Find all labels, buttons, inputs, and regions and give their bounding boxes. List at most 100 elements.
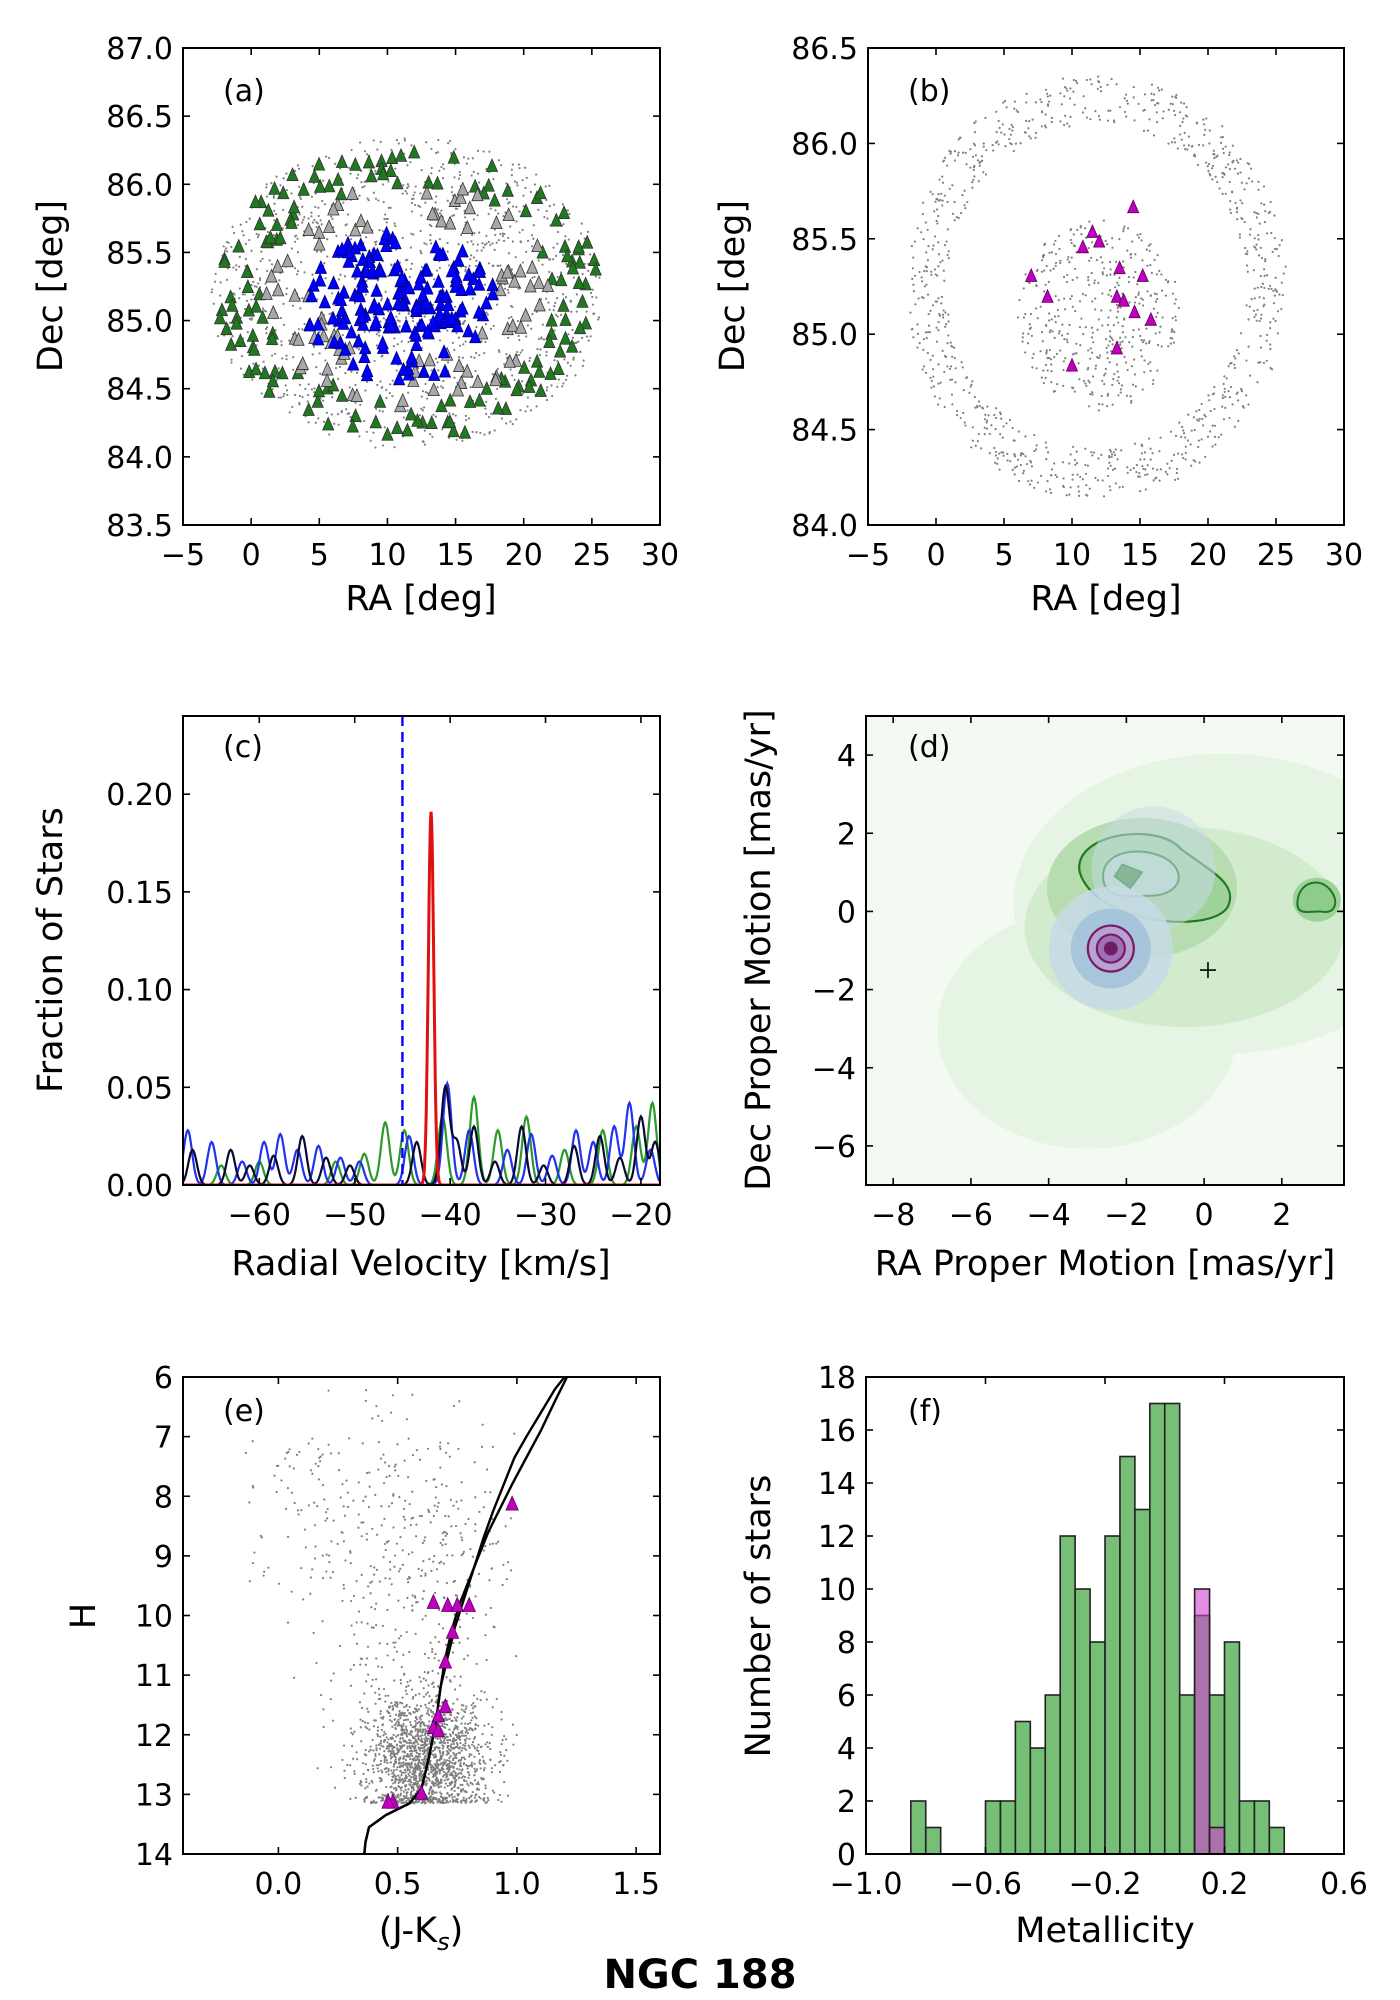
field-star: [424, 201, 427, 204]
annulus-star: [1072, 90, 1075, 93]
annulus-star: [1273, 214, 1276, 217]
field-star: [510, 1569, 513, 1572]
annulus-star: [1177, 477, 1180, 480]
cluster-star: [1102, 267, 1106, 270]
field-star: [408, 1745, 411, 1748]
field-star: [475, 1782, 478, 1786]
annulus-star: [1148, 437, 1151, 440]
field-star: [338, 1644, 342, 1648]
cluster-star: [1081, 292, 1085, 296]
annulus-star: [1178, 421, 1181, 424]
field-star: [485, 234, 488, 237]
field-star: [376, 148, 379, 151]
annulus-star: [1233, 363, 1236, 366]
cluster-star: [1172, 341, 1176, 344]
field-star: [310, 215, 313, 218]
y-tick-label: 86.5: [791, 32, 858, 67]
annulus-star: [1178, 133, 1182, 136]
field-star: [379, 1710, 382, 1713]
annulus-star: [937, 403, 940, 406]
y-tick-label: 0.00: [106, 1169, 173, 1204]
field-star: [477, 1795, 481, 1799]
field-star: [329, 1698, 332, 1701]
intermediate-star: [471, 187, 484, 202]
annulus-star: [1108, 448, 1112, 452]
field-star: [307, 421, 310, 424]
field-star: [565, 374, 569, 377]
cluster-star: [1156, 369, 1159, 372]
field-star: [531, 313, 534, 316]
annulus-star: [1069, 486, 1072, 489]
field-star: [396, 1752, 399, 1755]
field-star: [363, 330, 366, 333]
annulus-star: [983, 426, 986, 429]
cluster-star: [1046, 357, 1049, 360]
field-star: [427, 1510, 431, 1513]
cluster-contour-inner: [1103, 941, 1118, 956]
field-star: [311, 221, 314, 224]
field-star: [439, 1704, 442, 1708]
annulus-star: [1198, 417, 1201, 420]
annulus-star: [1225, 377, 1228, 380]
field-star: [379, 140, 382, 143]
member-star: [1093, 233, 1106, 248]
annulus-star: [988, 452, 991, 455]
cluster-star: [1101, 273, 1105, 276]
annulus-star: [558, 238, 572, 253]
field-star: [409, 1731, 412, 1734]
cluster-star: [1156, 311, 1159, 314]
field-star: [478, 1759, 482, 1762]
field-star: [489, 1491, 492, 1494]
cluster-star: [1103, 374, 1106, 377]
annulus-star: [1180, 138, 1183, 141]
cluster-star: [1103, 383, 1106, 386]
cluster-star: [1160, 273, 1163, 276]
annulus-star: [921, 212, 924, 216]
cluster-star: [369, 314, 383, 329]
annulus-star: [1242, 406, 1245, 409]
field-star: [250, 298, 253, 301]
panel-b-y-ticks: 84.084.585.085.586.086.5: [791, 32, 1344, 544]
annulus-star: [914, 303, 917, 306]
field-star: [434, 1736, 437, 1739]
field-star: [340, 410, 343, 414]
field-star: [526, 396, 529, 399]
field-star: [437, 1608, 441, 1611]
field-star: [361, 1442, 364, 1445]
field-star: [250, 283, 253, 287]
annulus-star: [1008, 127, 1011, 131]
cluster-star: [1139, 334, 1142, 338]
field-star: [374, 243, 377, 246]
annulus-star: [1081, 111, 1085, 114]
field-star: [507, 317, 511, 320]
field-star: [430, 1768, 433, 1771]
annulus-star: [1044, 490, 1048, 493]
field-star: [368, 1485, 371, 1488]
annulus-star: [232, 238, 245, 253]
field-star: [255, 268, 258, 271]
field-star: [459, 1532, 462, 1535]
annulus-star: [1229, 199, 1232, 203]
field-star: [265, 183, 268, 186]
y-tick-label: 0.05: [106, 1071, 173, 1106]
cluster-star: [433, 306, 446, 321]
annulus-star: [970, 446, 973, 449]
annulus-star: [1235, 211, 1239, 214]
field-star: [428, 1720, 431, 1723]
field-star: [416, 1733, 419, 1736]
intermediate-star: [508, 273, 521, 288]
annulus-star: [942, 159, 946, 162]
field-star: [449, 1744, 452, 1747]
annulus-star: [982, 142, 985, 145]
field-star: [450, 151, 453, 155]
annulus-star: [1015, 465, 1018, 468]
field-star: [242, 373, 245, 376]
field-star: [353, 277, 357, 281]
field-star: [401, 192, 404, 195]
annulus-star: [951, 403, 954, 406]
cluster-star: [409, 327, 423, 342]
field-star: [377, 1440, 380, 1444]
cluster-star: [1126, 227, 1130, 230]
annulus-star: [313, 178, 327, 193]
